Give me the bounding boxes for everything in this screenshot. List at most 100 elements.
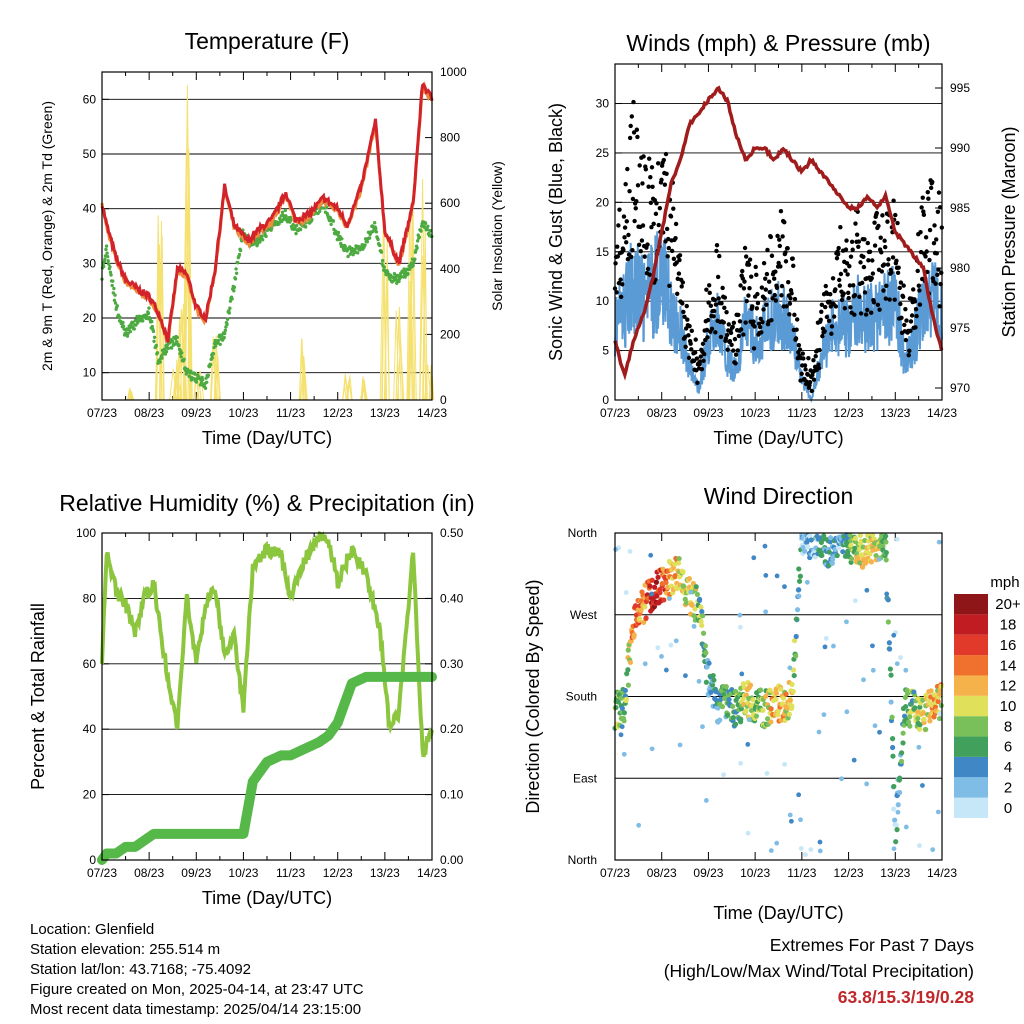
dewpoint-point (107, 262, 111, 266)
dewpoint-point (152, 339, 156, 343)
gust-point (743, 254, 749, 259)
direction-point (764, 716, 771, 722)
direction-point (831, 643, 836, 649)
gust-point (676, 271, 682, 276)
gust-point (763, 287, 768, 292)
gust-point (677, 257, 682, 263)
gust-point (933, 281, 938, 286)
gust-point (883, 296, 888, 301)
gust-point (778, 264, 783, 269)
gust-point (772, 292, 777, 298)
gust-point (646, 156, 652, 161)
gust-point (671, 206, 676, 211)
y-tick-label: 80 (83, 591, 97, 605)
gust-point (872, 220, 877, 225)
y2-tick-label: 980 (950, 261, 970, 275)
y2-tick-label: 0.10 (440, 788, 464, 802)
gust-point (708, 303, 714, 309)
gust-point (747, 286, 752, 291)
recent-text: Most recent data timestamp: 2025/04/14 2… (30, 1001, 362, 1018)
gust-point (934, 251, 939, 256)
gust-point (811, 358, 816, 363)
y-tick-label: 100 (76, 526, 96, 540)
gust-point (622, 225, 628, 230)
gust-point (866, 258, 871, 263)
gust-point (787, 301, 793, 306)
direction-point (883, 533, 889, 539)
gust-point (921, 209, 926, 214)
gust-point (657, 205, 663, 211)
gust-point (909, 313, 915, 318)
gust-point (779, 293, 784, 298)
direction-point (917, 843, 922, 848)
direction-xlabel: Time (Day/UTC) (713, 903, 843, 923)
gust-point (920, 195, 925, 200)
direction-point (667, 596, 672, 601)
gust-point (903, 306, 908, 312)
gust-point (850, 247, 855, 252)
gust-point (737, 319, 743, 324)
gust-point (646, 184, 651, 189)
direction-point (676, 555, 682, 562)
gust-point (688, 341, 693, 346)
gust-point (639, 238, 645, 243)
dewpoint-point (210, 356, 215, 360)
gust-point (721, 320, 726, 325)
gust-point (865, 307, 870, 313)
humidity-title: Relative Humidity (%) & Precipitation (i… (59, 490, 474, 516)
dewpoint-point (234, 271, 239, 275)
direction-point (642, 661, 648, 667)
direction-point (693, 584, 699, 590)
gust-point (833, 304, 839, 309)
dewpoint-point (166, 346, 170, 351)
gust-point (918, 229, 923, 235)
gust-point (924, 249, 929, 254)
gust-point (858, 260, 863, 265)
gust-point (893, 212, 898, 218)
direction-point (862, 537, 868, 544)
gust-point (913, 306, 919, 312)
direction-point (899, 750, 905, 756)
direction-point (900, 730, 906, 736)
direction-point (879, 532, 885, 539)
direction-point (643, 615, 649, 621)
gust-point (682, 314, 687, 320)
gust-point (791, 263, 796, 268)
gust-point (875, 302, 881, 307)
gust-point (891, 198, 896, 203)
dewpoint-point (147, 306, 151, 310)
gust-point (877, 307, 882, 312)
direction-point (700, 724, 705, 730)
gust-point (704, 327, 710, 333)
gust-point (766, 279, 772, 284)
gust-point (751, 319, 756, 324)
y2-tick-label: 0.20 (440, 722, 464, 736)
dewpoint-point (374, 230, 379, 234)
gust-point (666, 236, 671, 242)
gust-point (686, 355, 692, 361)
direction-point (791, 638, 798, 644)
direction-point (703, 679, 709, 685)
direction-point (889, 744, 896, 751)
gust-point (634, 198, 639, 204)
direction-point (888, 699, 894, 705)
gust-point (713, 330, 718, 335)
gust-point (777, 243, 783, 249)
gust-point (773, 269, 778, 274)
gust-point (626, 232, 631, 238)
direction-point (844, 619, 849, 625)
direction-point (891, 806, 897, 812)
gust-point (917, 288, 922, 293)
gust-point (722, 295, 728, 300)
colorbar-label: 4 (1004, 759, 1012, 776)
x-tick-label: 12/23 (323, 866, 353, 880)
dewpoint-point (234, 267, 238, 271)
gust-point (793, 336, 799, 341)
direction-point (801, 548, 808, 554)
dewpoint-point (367, 236, 372, 240)
direction-point (917, 704, 923, 710)
gust-point (804, 379, 809, 384)
gust-point (835, 251, 841, 257)
gust-point (751, 346, 757, 351)
gust-point (738, 327, 744, 332)
